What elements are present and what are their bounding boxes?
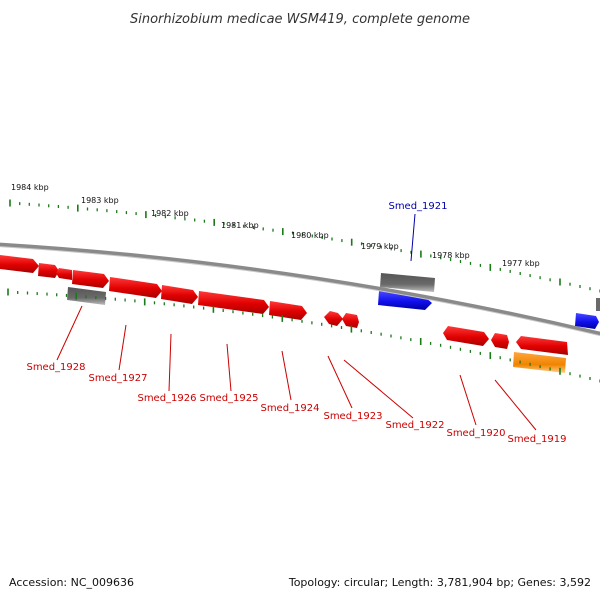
- kbp-label: 1977 kbp: [502, 259, 540, 268]
- gray-feature-upper[interactable]: [380, 273, 435, 292]
- kbp-label: 1979 kbp: [361, 242, 399, 251]
- gene-arrow-blue-right[interactable]: [575, 313, 599, 329]
- gene-label-smed-1924[interactable]: Smed_1924: [260, 403, 319, 414]
- genome-backbone-shade: [0, 246, 600, 337]
- kbp-label: 1981 kbp: [221, 221, 259, 230]
- gene-label-smed-1926[interactable]: Smed_1926: [137, 393, 196, 404]
- genome-backbone: [0, 242, 600, 336]
- gene-arrow-red[interactable]: [38, 263, 59, 278]
- orange-feature[interactable]: [513, 352, 566, 373]
- gene-label-smed-1921[interactable]: Smed_1921: [388, 201, 447, 212]
- gene-label-smed-1928[interactable]: Smed_1928: [26, 362, 85, 373]
- leader-smed-1927: [118, 324, 127, 371]
- gene-arrow-red[interactable]: [56, 268, 72, 280]
- outer-tick-ring: [9, 199, 600, 293]
- gene-label-smed-1923[interactable]: Smed_1923: [323, 411, 382, 422]
- kbp-label: 1983 kbp: [81, 196, 119, 205]
- leader-smed-1925: [226, 343, 232, 392]
- gene-label-smed-1922[interactable]: Smed_1922: [385, 420, 444, 431]
- gene-arrow-red[interactable]: [72, 270, 109, 288]
- map-title: Sinorhizobium medicae WSM419, complete g…: [130, 12, 470, 27]
- gray-feature-edge[interactable]: [596, 298, 600, 311]
- inner-tick-ring: [7, 288, 600, 383]
- gene-arrow-smed-1922[interactable]: [342, 313, 359, 328]
- leader-smed-1922: [343, 359, 414, 419]
- leader-smed-1924: [281, 350, 292, 401]
- reverse-strand-features: [0, 255, 568, 373]
- gene-arrow-smed-1926[interactable]: [161, 285, 198, 304]
- leader-smed-1920: [459, 374, 477, 426]
- gene-arrow-smed-1920a[interactable]: [443, 326, 489, 346]
- leader-smed-1928: [56, 305, 83, 361]
- label-leaders: [56, 213, 537, 431]
- kbp-label: 1978 kbp: [432, 251, 470, 260]
- gene-arrow-smed-1925[interactable]: [198, 291, 269, 314]
- kbp-label: 1984 kbp: [11, 183, 49, 192]
- gene-arrow-smed-1919[interactable]: [516, 336, 568, 355]
- gene-label-smed-1927[interactable]: Smed_1927: [88, 373, 147, 384]
- kbp-label: 1982 kbp: [151, 209, 189, 218]
- leader-smed-1923: [327, 355, 353, 409]
- gene-label-smed-1919[interactable]: Smed_1919: [507, 434, 566, 445]
- gene-label-smed-1925[interactable]: Smed_1925: [199, 393, 258, 404]
- accession-text: Accession: NC_009636: [9, 576, 134, 589]
- leader-smed-1919: [494, 379, 537, 431]
- gene-arrow-smed-1921[interactable]: [378, 291, 432, 310]
- leader-smed-1926: [168, 333, 172, 392]
- kbp-scale: 1984 kbp 1983 kbp 1982 kbp 1981 kbp 1980…: [11, 183, 540, 268]
- gene-arrow-red[interactable]: [0, 255, 39, 273]
- gene-arrow-smed-1920b[interactable]: [491, 333, 509, 349]
- gene-arrow-smed-1923[interactable]: [324, 311, 343, 326]
- gene-arrow-smed-1924[interactable]: [269, 301, 307, 320]
- forward-strand-features: [378, 273, 600, 329]
- genome-summary-text: Topology: circular; Length: 3,781,904 bp…: [288, 576, 591, 589]
- gene-label-smed-1920[interactable]: Smed_1920: [446, 428, 505, 439]
- gene-labels: Smed_1921 Smed_1928 Smed_1927 Smed_1926 …: [26, 201, 566, 445]
- kbp-label: 1980 kbp: [291, 231, 329, 240]
- gene-arrow-smed-1927[interactable]: [109, 277, 162, 298]
- leader-smed-1921: [410, 213, 416, 262]
